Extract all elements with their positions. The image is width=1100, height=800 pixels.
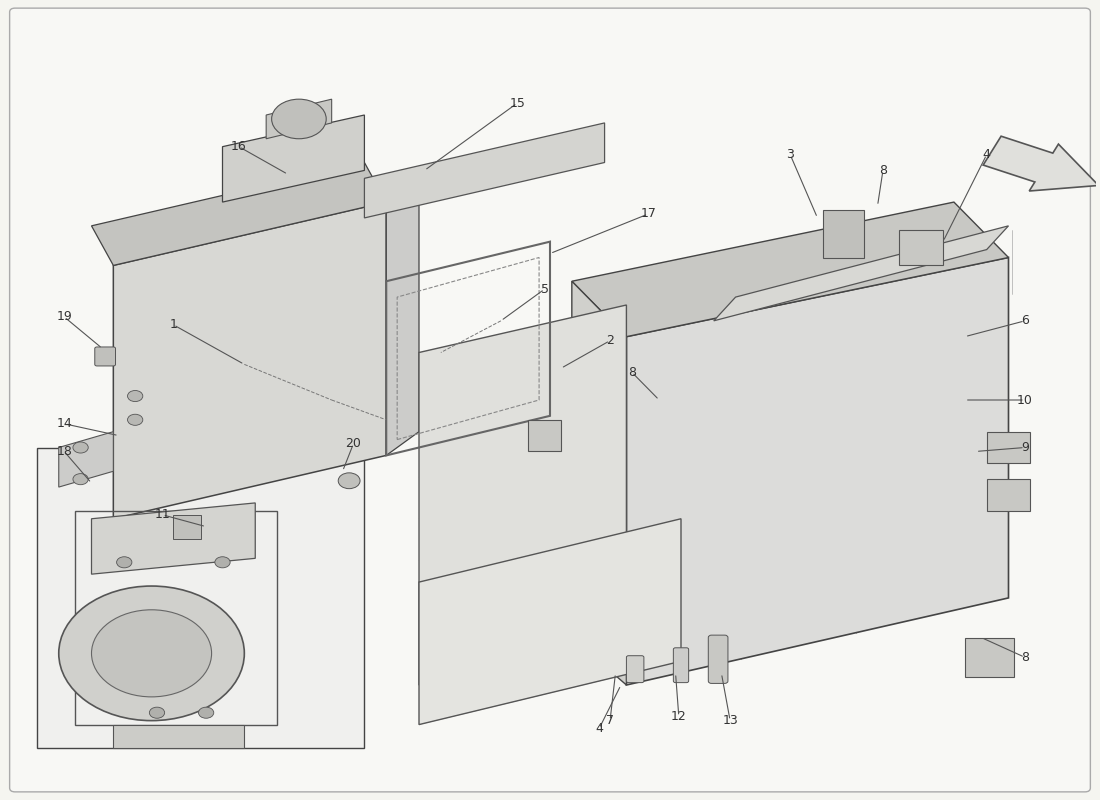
FancyBboxPatch shape <box>673 648 689 682</box>
FancyBboxPatch shape <box>10 8 1090 792</box>
FancyBboxPatch shape <box>965 638 1014 677</box>
Circle shape <box>214 557 230 568</box>
Text: 3: 3 <box>786 148 794 161</box>
Text: 20: 20 <box>345 437 362 450</box>
Polygon shape <box>419 518 681 725</box>
Text: 16: 16 <box>231 140 246 153</box>
Text: 1: 1 <box>169 318 177 331</box>
FancyBboxPatch shape <box>987 479 1031 511</box>
Text: 18: 18 <box>56 445 73 458</box>
Text: 13: 13 <box>723 714 738 727</box>
Polygon shape <box>572 282 626 685</box>
Polygon shape <box>91 503 255 574</box>
Text: 7: 7 <box>606 714 614 727</box>
Polygon shape <box>113 202 386 518</box>
Circle shape <box>117 557 132 568</box>
Circle shape <box>128 414 143 426</box>
Text: 5: 5 <box>540 282 549 296</box>
Text: 8: 8 <box>628 366 636 378</box>
Circle shape <box>58 586 244 721</box>
Text: 15: 15 <box>509 97 525 110</box>
Polygon shape <box>419 305 626 685</box>
FancyBboxPatch shape <box>37 447 364 748</box>
Polygon shape <box>386 178 419 455</box>
Polygon shape <box>364 123 605 218</box>
Circle shape <box>91 610 211 697</box>
Text: 2: 2 <box>606 334 614 347</box>
Text: 14: 14 <box>56 418 73 430</box>
Circle shape <box>73 474 88 485</box>
Circle shape <box>272 99 327 138</box>
Text: 12: 12 <box>671 710 686 723</box>
FancyBboxPatch shape <box>174 514 200 538</box>
FancyBboxPatch shape <box>823 210 865 258</box>
FancyBboxPatch shape <box>528 420 561 451</box>
FancyBboxPatch shape <box>900 230 943 266</box>
Circle shape <box>338 473 360 489</box>
Polygon shape <box>91 162 386 266</box>
FancyBboxPatch shape <box>987 432 1031 463</box>
Circle shape <box>150 707 165 718</box>
Polygon shape <box>222 115 364 202</box>
Text: 11: 11 <box>155 508 170 522</box>
Text: 10: 10 <box>1016 394 1033 406</box>
FancyBboxPatch shape <box>708 635 728 683</box>
Polygon shape <box>626 258 1009 685</box>
Text: 4: 4 <box>982 148 991 161</box>
Circle shape <box>73 442 88 453</box>
Circle shape <box>198 707 213 718</box>
FancyBboxPatch shape <box>626 656 644 682</box>
Text: 6: 6 <box>1021 314 1028 327</box>
Polygon shape <box>58 432 113 487</box>
Circle shape <box>128 390 143 402</box>
Text: 19: 19 <box>56 310 73 323</box>
Polygon shape <box>714 226 1009 321</box>
Polygon shape <box>266 99 332 138</box>
FancyArrow shape <box>983 136 1099 191</box>
Text: 4: 4 <box>595 722 603 735</box>
Polygon shape <box>572 202 1009 337</box>
Text: 8: 8 <box>879 164 887 177</box>
Text: 17: 17 <box>640 207 657 221</box>
Text: 8: 8 <box>1021 650 1028 664</box>
Polygon shape <box>113 725 244 748</box>
FancyBboxPatch shape <box>95 347 116 366</box>
Text: 9: 9 <box>1021 441 1028 454</box>
